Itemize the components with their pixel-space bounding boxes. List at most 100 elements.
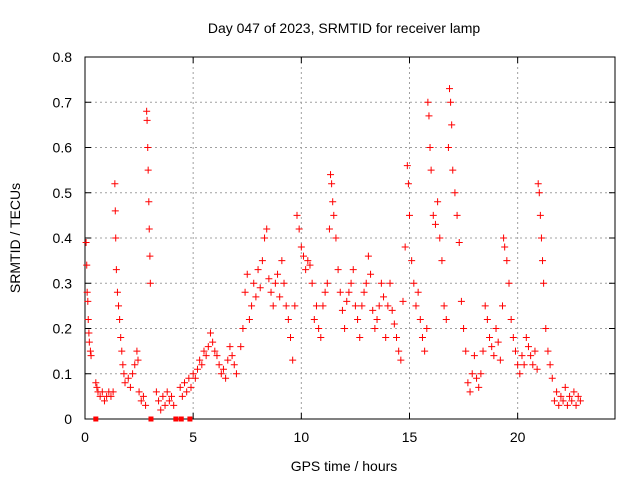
data-point — [222, 374, 230, 382]
data-point — [145, 225, 153, 233]
data-point — [351, 302, 359, 310]
data-point — [312, 302, 320, 310]
data-point — [486, 334, 494, 342]
data-point — [520, 361, 528, 369]
data-point — [107, 392, 115, 400]
data-point — [449, 166, 457, 174]
data-point — [133, 347, 141, 355]
data-point — [382, 334, 390, 342]
data-point — [112, 234, 120, 242]
data-point — [211, 347, 219, 355]
data-point — [410, 279, 418, 287]
data-point — [269, 302, 277, 310]
data-point — [386, 279, 394, 287]
x-tick-label: 20 — [510, 429, 526, 445]
data-point — [536, 211, 544, 219]
data-point — [265, 275, 273, 283]
data-point — [356, 334, 364, 342]
data-point — [219, 365, 227, 373]
data-point — [304, 257, 312, 265]
y-tick-label: 0.7 — [53, 94, 73, 110]
data-point — [113, 288, 121, 296]
data-point — [118, 347, 126, 355]
data-point — [92, 379, 100, 387]
data-point — [494, 338, 502, 346]
data-point — [499, 302, 507, 310]
data-point — [85, 338, 93, 346]
data-point — [143, 107, 151, 115]
data-point — [481, 302, 489, 310]
data-point — [375, 302, 383, 310]
data-point — [405, 211, 413, 219]
data-point — [239, 325, 247, 332]
data-point — [116, 315, 124, 323]
data-point — [527, 352, 535, 360]
data-point — [345, 288, 353, 296]
data-point — [109, 388, 117, 396]
data-point — [444, 144, 452, 151]
data-point — [329, 198, 337, 206]
data-point — [503, 257, 511, 265]
data-point — [93, 383, 101, 391]
data-point — [431, 220, 439, 228]
data-point — [542, 325, 550, 332]
data-point — [418, 334, 426, 342]
data-point — [539, 257, 547, 265]
data-point — [325, 225, 333, 233]
data-point — [488, 343, 496, 351]
data-point — [144, 166, 152, 174]
data-point — [232, 370, 240, 378]
data-point — [531, 347, 539, 355]
data-point — [557, 392, 565, 400]
data-point — [198, 361, 206, 369]
data-point — [336, 288, 344, 296]
data-point — [566, 392, 574, 400]
data-point — [349, 266, 357, 274]
data-point — [120, 370, 128, 378]
data-point — [462, 347, 470, 355]
data-point — [263, 225, 271, 233]
data-point — [131, 361, 139, 369]
data-point — [393, 334, 401, 342]
data-point — [230, 361, 238, 369]
data-points — [82, 85, 584, 422]
data-point — [241, 288, 249, 296]
data-point — [468, 370, 476, 378]
data-point — [360, 288, 368, 296]
data-point — [213, 352, 221, 360]
data-point — [568, 397, 576, 405]
data-point — [332, 234, 340, 242]
data-point — [446, 85, 454, 93]
data-point — [330, 211, 338, 219]
data-point — [267, 288, 275, 296]
data-point — [144, 144, 152, 151]
data-point — [328, 180, 336, 188]
data-point — [460, 325, 468, 332]
data-point — [327, 171, 335, 179]
data-point — [533, 365, 541, 373]
y-tick-label: 0.5 — [53, 185, 73, 201]
data-point — [145, 198, 153, 206]
data-point — [119, 361, 127, 369]
data-point — [111, 207, 119, 215]
data-point — [293, 211, 301, 219]
data-point — [455, 239, 463, 247]
data-point — [258, 257, 266, 265]
data-point — [576, 397, 584, 405]
data-point — [291, 302, 299, 310]
data-point — [367, 270, 375, 278]
data-point — [553, 388, 561, 396]
data-point — [302, 266, 310, 274]
data-point — [209, 338, 217, 346]
data-point — [505, 279, 513, 287]
data-point — [399, 297, 407, 305]
data-point — [228, 352, 236, 360]
data-point — [289, 356, 297, 364]
data-point — [516, 370, 524, 378]
data-point — [534, 180, 542, 188]
data-point — [319, 302, 327, 310]
data-point — [157, 406, 165, 414]
data-point — [226, 343, 234, 351]
